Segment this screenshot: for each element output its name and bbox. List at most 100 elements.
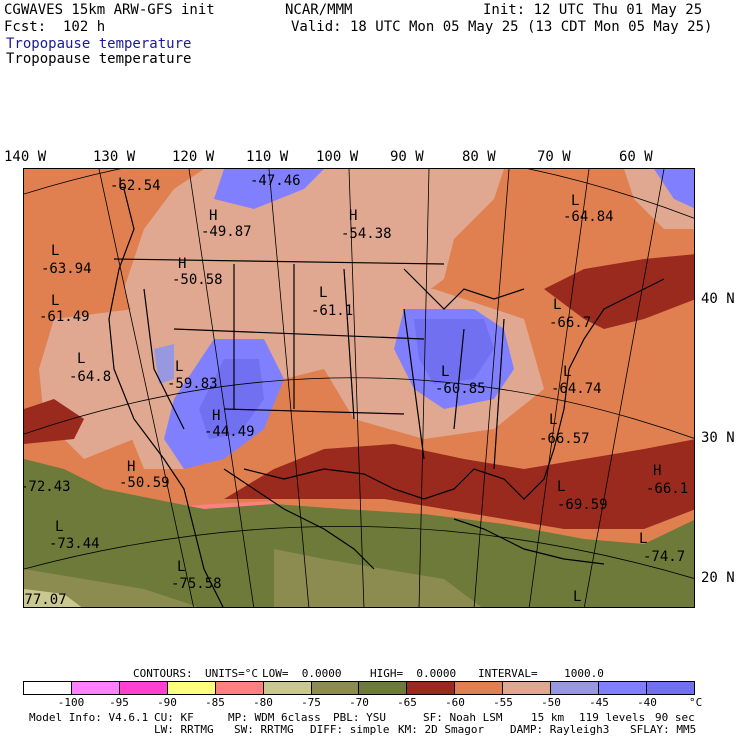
high-center-label: H: [653, 463, 662, 479]
footer-item: LW: RRTMG: [154, 723, 214, 736]
color-bar-tick-label: -85: [205, 696, 225, 709]
color-bar-swatch: [71, 682, 120, 694]
color-bar-tick-label: -40: [637, 696, 657, 709]
high-center-label: H: [209, 208, 218, 224]
low-center-label: L: [441, 364, 450, 380]
color-bar-tick-label: -70: [349, 696, 369, 709]
low-center-label: L: [118, 176, 127, 192]
color-bar-tick-label: -100: [57, 696, 85, 709]
center-value: -75.58: [171, 576, 222, 592]
high-center-label: H: [178, 256, 187, 272]
center-value: -66.1: [646, 481, 689, 497]
color-bar-tick-label: -80: [253, 696, 273, 709]
footer-item: MP: WDM 6class: [228, 711, 321, 724]
low-center-label: L: [573, 589, 582, 605]
center-value: -64.8: [69, 369, 112, 385]
center-value: -63.94: [41, 261, 92, 277]
center-value: -49.87: [201, 224, 252, 240]
valid-time: Valid: 18 UTC Mon 05 May 25 (13 CDT Mon …: [291, 19, 713, 35]
low-center-label: L: [639, 531, 648, 547]
lat-label: 20 N: [701, 570, 735, 586]
init-time: Init: 12 UTC Thu 01 May 25: [483, 2, 703, 18]
center-value: -60.85: [435, 381, 486, 397]
lon-label: 140 W: [4, 149, 47, 165]
low-label: LOW= 0.0000: [262, 667, 342, 680]
low-center-label: L: [557, 479, 566, 495]
color-bar-unit: °C: [689, 696, 703, 709]
color-bar-swatch: [407, 682, 456, 694]
lon-label: 110 W: [246, 149, 289, 165]
lon-label: 90 W: [390, 149, 424, 165]
low-center-label: L: [77, 351, 86, 367]
interval-label: INTERVAL= 1000.0: [478, 667, 604, 680]
center-value: -62.54: [110, 178, 161, 194]
color-bar-swatch: [503, 682, 552, 694]
lon-label: 80 W: [462, 149, 496, 165]
lat-label: 40 N: [701, 291, 735, 307]
center-value: -54.38: [341, 226, 392, 242]
color-bar-tick-label: -55: [493, 696, 513, 709]
center-value: -59.83: [167, 376, 218, 392]
high-center-label: H: [212, 408, 221, 424]
footer-item: DIFF: simple: [310, 723, 390, 736]
center-value: -61.1: [311, 303, 354, 319]
color-bar-tick-label: -65: [397, 696, 417, 709]
color-bar-swatch: [455, 682, 504, 694]
org-label: NCAR/MMM: [285, 2, 353, 18]
forecast-hour: Fcst: 102 h: [4, 19, 106, 35]
color-bar-tick-label: -95: [109, 696, 129, 709]
color-bar-tick-label: -50: [541, 696, 561, 709]
color-bar-tick-label: -90: [157, 696, 177, 709]
center-value: -47.46: [250, 173, 301, 189]
color-bar-tick-label: -60: [445, 696, 465, 709]
center-value: -61.49: [39, 309, 90, 325]
footer-item: DAMP: Rayleigh3: [510, 723, 610, 736]
color-bar-swatch: [24, 682, 72, 694]
low-center-label: L: [51, 293, 60, 309]
center-value: -69.59: [557, 497, 608, 513]
units-label: UNITS=°C: [205, 667, 258, 680]
center-value: -72.43: [23, 479, 71, 495]
tropopause-temperature-field: [24, 169, 694, 607]
color-bar-swatch: [263, 682, 312, 694]
center-value: -73.44: [49, 536, 100, 552]
lon-label: 60 W: [619, 149, 653, 165]
color-bar-swatch: [311, 682, 360, 694]
footer-item: SW: RRTMG: [234, 723, 294, 736]
center-value: -44.49: [204, 424, 255, 440]
center-value: -74.7: [643, 549, 686, 565]
center-value: -50.59: [119, 475, 170, 491]
color-bar-swatch: [599, 682, 647, 694]
low-center-label: L: [319, 285, 328, 301]
color-bar-swatch: [359, 682, 408, 694]
center-value: -64.84: [563, 209, 614, 225]
footer-item: 119 levels: [579, 711, 646, 724]
color-bar-tick-label: -75: [301, 696, 321, 709]
color-bar-swatch: [215, 682, 264, 694]
low-center-label: L: [175, 359, 184, 375]
low-center-label: L: [549, 412, 558, 428]
center-value: -77.07: [24, 592, 67, 608]
low-center-label: L: [51, 243, 60, 259]
lon-label: 100 W: [316, 149, 359, 165]
model-title: CGWAVES 15km ARW-GFS init: [4, 2, 215, 18]
center-value: -66.57: [539, 431, 590, 447]
contours-label: CONTOURS:: [133, 667, 193, 680]
color-bar-swatch: [119, 682, 168, 694]
footer-item: PBL: YSU: [333, 711, 386, 724]
center-value: -50.58: [172, 272, 223, 288]
footer-item: 90 sec: [655, 711, 695, 724]
footer-item: SF: Noah LSM: [423, 711, 503, 724]
footer-item: 15 km: [531, 711, 565, 724]
color-bar-tick-label: -45: [589, 696, 609, 709]
lon-label: 70 W: [537, 149, 571, 165]
high-center-label: H: [127, 459, 136, 475]
center-value: -66.7: [549, 315, 592, 331]
lon-label: 120 W: [172, 149, 215, 165]
map-panel: L -62.54 -47.46 H -49.87 H -54.38 L -64.…: [23, 168, 695, 608]
footer-item: SFLAY: MM5: [630, 723, 697, 736]
color-bar-swatch: [551, 682, 600, 694]
center-value: -64.74: [551, 381, 602, 397]
footer-item: CU: KF: [154, 711, 194, 724]
low-center-label: L: [55, 519, 64, 535]
